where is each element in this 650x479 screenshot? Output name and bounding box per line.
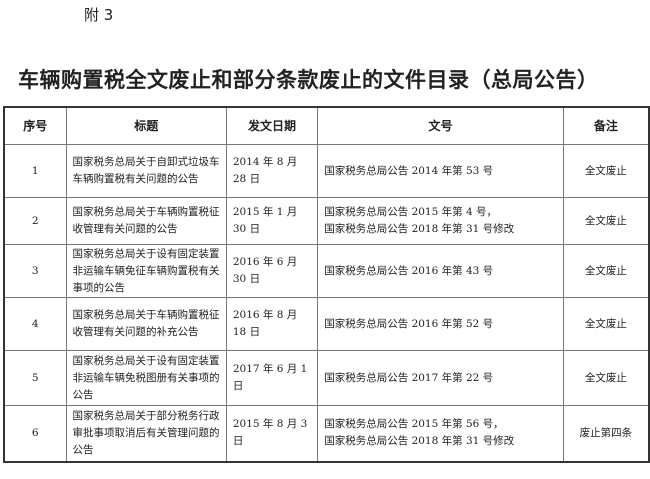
row-title: 国家税务总局关于部分税务行政审批事项取消后有关管理问题的公告 (65, 405, 227, 462)
row-title: 国家税务总局关于自卸式垃圾车车辆购置税有关问题的公告 (65, 144, 227, 198)
row-doc-number: 国家税务总局公告 2014 年第 53 号 (317, 144, 564, 198)
row-doc-number: 国家税务总局公告 2016 年第 43 号 (317, 244, 564, 298)
annex-label: 附 3 (84, 6, 114, 24)
row-note: 全文废止 (562, 244, 650, 298)
row-number: 5 (3, 350, 67, 406)
row-title: 国家税务总局关于设有固定装置非运输车辆免税图册有关事项的公告 (65, 350, 227, 406)
row-note: 全文废止 (562, 297, 650, 351)
header-date: 发文日期 (225, 106, 319, 145)
doc-number-line: 国家税务总局公告 2018 年第 31 号修改 (324, 435, 515, 448)
row-date: 2015 年 8 月 3 日 (225, 405, 319, 462)
table-row: 1 国家税务总局关于自卸式垃圾车车辆购置税有关问题的公告 2014 年 8 月 28… (3, 144, 650, 198)
header-title: 标题 (65, 106, 227, 145)
row-number: 1 (3, 144, 67, 198)
doc-number-line: 国家税务总局公告 2015 年第 4 号， (324, 206, 497, 218)
table-row: 6 国家税务总局关于部分税务行政审批事项取消后有关管理问题的公告 2015 年 8 … (3, 405, 650, 462)
doc-number-line: 国家税务总局公告 2018 年第 31 号修改 (324, 223, 515, 235)
row-date: 2015 年 1 月 30 日 (225, 197, 319, 245)
row-note: 全文废止 (562, 350, 650, 406)
row-note: 全文废止 (562, 144, 650, 198)
doc-number-line: 国家税务总局公告 2016 年第 52 号 (324, 317, 494, 330)
header-note: 备注 (562, 106, 650, 145)
doc-number-line: 国家税务总局公告 2014 年第 53 号 (324, 164, 494, 177)
header-no: 序号 (3, 106, 67, 145)
row-date: 2016 年 6 月 30 日 (225, 244, 319, 298)
table-header: 序号 标题 发文日期 文号 备注 (3, 106, 650, 145)
table-row: 3 国家税务总局关于设有固定装置非运输车辆免征车辆购置税有关事项的公告 2016 年… (3, 244, 650, 298)
row-number: 3 (3, 244, 67, 298)
row-note: 全文废止 (562, 197, 650, 245)
doc-number-line: 国家税务总局公告 2015 年第 56 号， (324, 418, 504, 431)
row-doc-number: 国家税务总局公告 2016 年第 52 号 (317, 297, 564, 351)
document-title: 车辆购置税全文废止和部分条款废止的文件目录（总局公告） (18, 68, 599, 92)
row-note: 废止第四条 (562, 405, 650, 462)
row-number: 6 (3, 405, 67, 462)
row-title: 国家税务总局关于车辆购置税征收管理有关问题的补充公告 (65, 297, 227, 351)
row-doc-number: 国家税务总局公告 2015 年第 56 号， 国家税务总局公告 2018 年第 3… (317, 405, 564, 462)
row-doc-number: 国家税务总局公告 2017 年第 22 号 (317, 350, 564, 406)
row-date: 2014 年 8 月 28 日 (225, 144, 319, 198)
table-row: 5 国家税务总局关于设有固定装置非运输车辆免税图册有关事项的公告 2017 年 6 … (3, 350, 650, 406)
row-doc-number: 国家税务总局公告 2015 年第 4 号， 国家税务总局公告 2018 年第 31… (317, 197, 564, 245)
row-title: 国家税务总局关于设有固定装置非运输车辆免征车辆购置税有关事项的公告 (65, 244, 227, 298)
row-date: 2016 年 8 月 18 日 (225, 297, 319, 351)
row-number: 4 (3, 297, 67, 351)
doc-number-line: 国家税务总局公告 2016 年第 43 号 (324, 264, 494, 277)
row-title: 国家税务总局关于车辆购置税征收管理有关问题的公告 (65, 197, 227, 245)
doc-number-line: 国家税务总局公告 2017 年第 22 号 (324, 371, 494, 384)
row-number: 2 (3, 197, 67, 245)
table-row: 4 国家税务总局关于车辆购置税征收管理有关问题的补充公告 2016 年 8 月 18… (3, 297, 650, 351)
table-row: 2 国家税务总局关于车辆购置税征收管理有关问题的公告 2015 年 1 月 30 日… (3, 197, 650, 245)
document-table: 序号 标题 发文日期 文号 备注 1 国家税务总局关于自卸式垃圾车车辆购置税有关问… (3, 106, 650, 463)
header-doc-number: 文号 (317, 106, 564, 145)
row-date: 2017 年 6 月 1 日 (225, 350, 319, 406)
